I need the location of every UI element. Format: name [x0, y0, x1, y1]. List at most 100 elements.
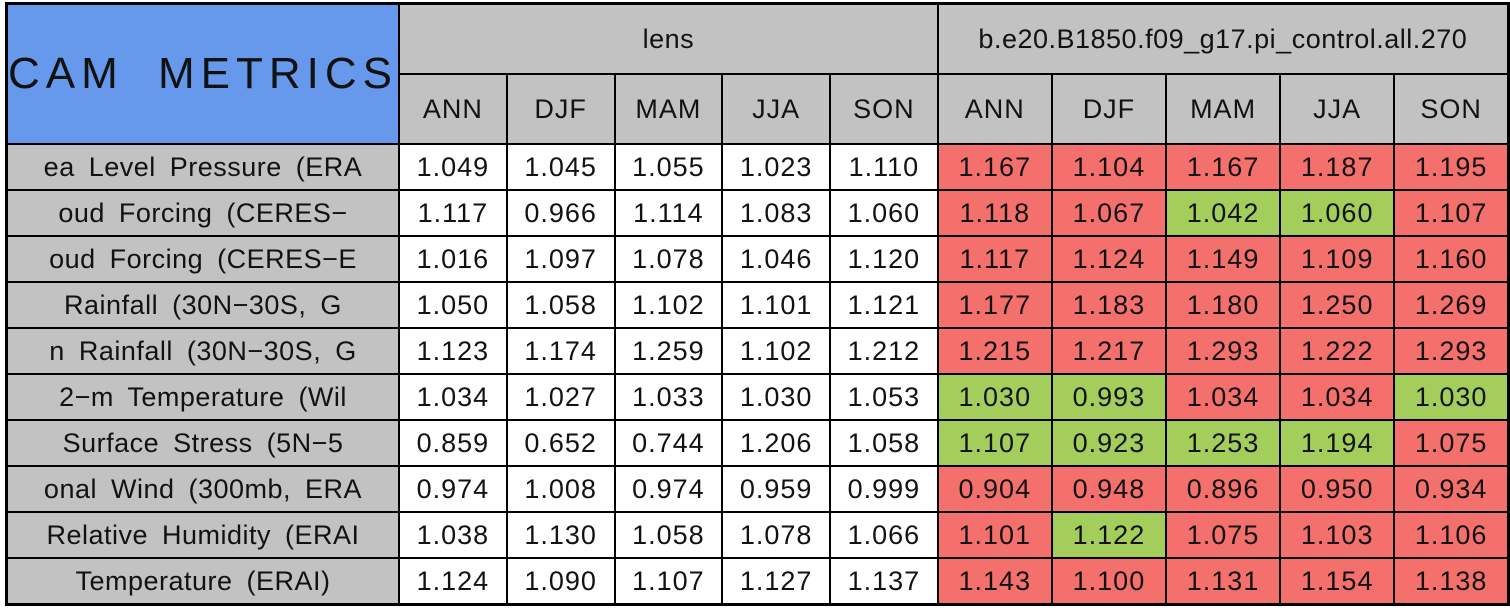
row-label: oud Forcing (CERES−: [5, 189, 400, 237]
control-value-cell: 1.269: [1393, 281, 1510, 329]
lens-value-cell: 1.016: [398, 235, 508, 283]
control-value-cell: 1.104: [1050, 143, 1168, 191]
table-row: ea Level Pressure (ERA 1.049 1.045 1.055 1.0…: [5, 143, 1510, 191]
control-value-cell: 1.154: [1279, 557, 1396, 606]
control-value-cell: 1.187: [1279, 143, 1396, 191]
control-value-cell: 1.183: [1050, 281, 1168, 329]
lens-value-cell: 0.974: [398, 465, 508, 513]
control-value-cell: 1.167: [1164, 143, 1282, 191]
season-header-control-mam: MAM: [1164, 73, 1282, 145]
control-value-cell: 1.107: [1393, 189, 1510, 237]
control-value-cell: 1.042: [1164, 189, 1282, 237]
lens-value-cell: 1.137: [829, 557, 939, 606]
control-value-cell: 1.100: [1050, 557, 1168, 606]
control-value-cell: 1.149: [1164, 235, 1282, 283]
control-value-cell: 1.107: [936, 419, 1053, 467]
control-value-cell: 1.060: [1279, 189, 1396, 237]
table-title: CAM METRICS: [5, 2, 400, 145]
control-value-cell: 0.904: [936, 465, 1053, 513]
control-value-cell: 1.250: [1279, 281, 1396, 329]
lens-value-cell: 1.053: [829, 373, 939, 421]
control-value-cell: 1.101: [936, 511, 1053, 559]
control-value-cell: 1.138: [1393, 557, 1510, 606]
metrics-rows: ea Level Pressure (ERA 1.049 1.045 1.055 1.0…: [5, 143, 1510, 606]
lens-value-cell: 1.127: [721, 557, 831, 606]
control-value-cell: 1.143: [936, 557, 1053, 606]
lens-value-cell: 1.259: [613, 327, 724, 375]
lens-value-cell: 1.110: [829, 143, 939, 191]
control-value-cell: 1.118: [936, 189, 1053, 237]
lens-value-cell: 0.859: [398, 419, 508, 467]
lens-value-cell: 1.023: [721, 143, 831, 191]
control-value-cell: 1.109: [1279, 235, 1396, 283]
row-label: oud Forcing (CERES−E: [5, 235, 400, 283]
control-value-cell: 1.253: [1164, 419, 1282, 467]
lens-value-cell: 1.097: [505, 235, 616, 283]
table-row: n Rainfall (30N−30S, G 1.123 1.174 1.259 1.1…: [5, 327, 1510, 375]
control-value-cell: 1.217: [1050, 327, 1168, 375]
lens-value-cell: 0.974: [613, 465, 724, 513]
season-header-lens-son: SON: [829, 73, 939, 145]
lens-value-cell: 1.101: [721, 281, 831, 329]
lens-value-cell: 1.120: [829, 235, 939, 283]
lens-value-cell: 1.102: [613, 281, 724, 329]
table-row: Temperature (ERAI) 1.124 1.090 1.107 1.127 1.…: [5, 557, 1510, 606]
row-label: ea Level Pressure (ERA: [5, 143, 400, 191]
lens-value-cell: 1.008: [505, 465, 616, 513]
control-value-cell: 1.030: [936, 373, 1053, 421]
control-value-cell: 1.067: [1050, 189, 1168, 237]
control-value-cell: 1.131: [1164, 557, 1282, 606]
season-header-lens-ann: ANN: [398, 73, 508, 145]
lens-value-cell: 1.046: [721, 235, 831, 283]
lens-value-cell: 1.117: [398, 189, 508, 237]
table-row: 2−m Temperature (Wil 1.034 1.027 1.033 1.030…: [5, 373, 1510, 421]
lens-value-cell: 1.045: [505, 143, 616, 191]
lens-value-cell: 1.058: [505, 281, 616, 329]
control-value-cell: 1.124: [1050, 235, 1168, 283]
lens-value-cell: 0.959: [721, 465, 831, 513]
row-label: onal Wind (300mb, ERA: [5, 465, 400, 513]
lens-value-cell: 1.121: [829, 281, 939, 329]
control-value-cell: 1.103: [1279, 511, 1396, 559]
control-value-cell: 1.180: [1164, 281, 1282, 329]
lens-value-cell: 1.058: [829, 419, 939, 467]
lens-value-cell: 1.027: [505, 373, 616, 421]
control-value-cell: 1.177: [936, 281, 1053, 329]
control-value-cell: 1.194: [1279, 419, 1396, 467]
lens-value-cell: 1.049: [398, 143, 508, 191]
cam-metrics-table: CAM METRICS lens b.e20.B1850.f09_g17.pi_…: [5, 2, 1510, 606]
row-label: Relative Humidity (ERAI: [5, 511, 400, 559]
control-value-cell: 1.167: [936, 143, 1053, 191]
control-value-cell: 1.122: [1050, 511, 1168, 559]
season-header-control-ann: ANN: [936, 73, 1053, 145]
table-row: oud Forcing (CERES− 1.117 0.966 1.114 1.083 1…: [5, 189, 1510, 237]
season-header-control-jja: JJA: [1279, 73, 1396, 145]
lens-value-cell: 1.050: [398, 281, 508, 329]
group-header-control-run: b.e20.B1850.f09_g17.pi_control.all.270: [936, 2, 1510, 75]
control-value-cell: 1.034: [1164, 373, 1282, 421]
lens-value-cell: 1.033: [613, 373, 724, 421]
lens-value-cell: 1.060: [829, 189, 939, 237]
control-value-cell: 0.950: [1279, 465, 1396, 513]
row-label: 2−m Temperature (Wil: [5, 373, 400, 421]
lens-value-cell: 1.034: [398, 373, 508, 421]
control-value-cell: 0.993: [1050, 373, 1168, 421]
group-header-lens: lens: [398, 2, 939, 75]
season-header-lens-mam: MAM: [613, 73, 724, 145]
lens-value-cell: 1.102: [721, 327, 831, 375]
season-header-control-son: SON: [1393, 73, 1510, 145]
lens-value-cell: 1.078: [721, 511, 831, 559]
control-value-cell: 1.075: [1393, 419, 1510, 467]
table-row: Rainfall (30N−30S, G 1.050 1.058 1.102 1.101…: [5, 281, 1510, 329]
control-value-cell: 1.117: [936, 235, 1053, 283]
lens-value-cell: 1.174: [505, 327, 616, 375]
lens-value-cell: 1.130: [505, 511, 616, 559]
control-value-cell: 1.293: [1393, 327, 1510, 375]
control-value-cell: 1.222: [1279, 327, 1396, 375]
lens-value-cell: 1.114: [613, 189, 724, 237]
control-value-cell: 1.160: [1393, 235, 1510, 283]
row-label: Temperature (ERAI): [5, 557, 400, 606]
control-value-cell: 0.896: [1164, 465, 1282, 513]
lens-value-cell: 1.206: [721, 419, 831, 467]
control-value-cell: 1.215: [936, 327, 1053, 375]
